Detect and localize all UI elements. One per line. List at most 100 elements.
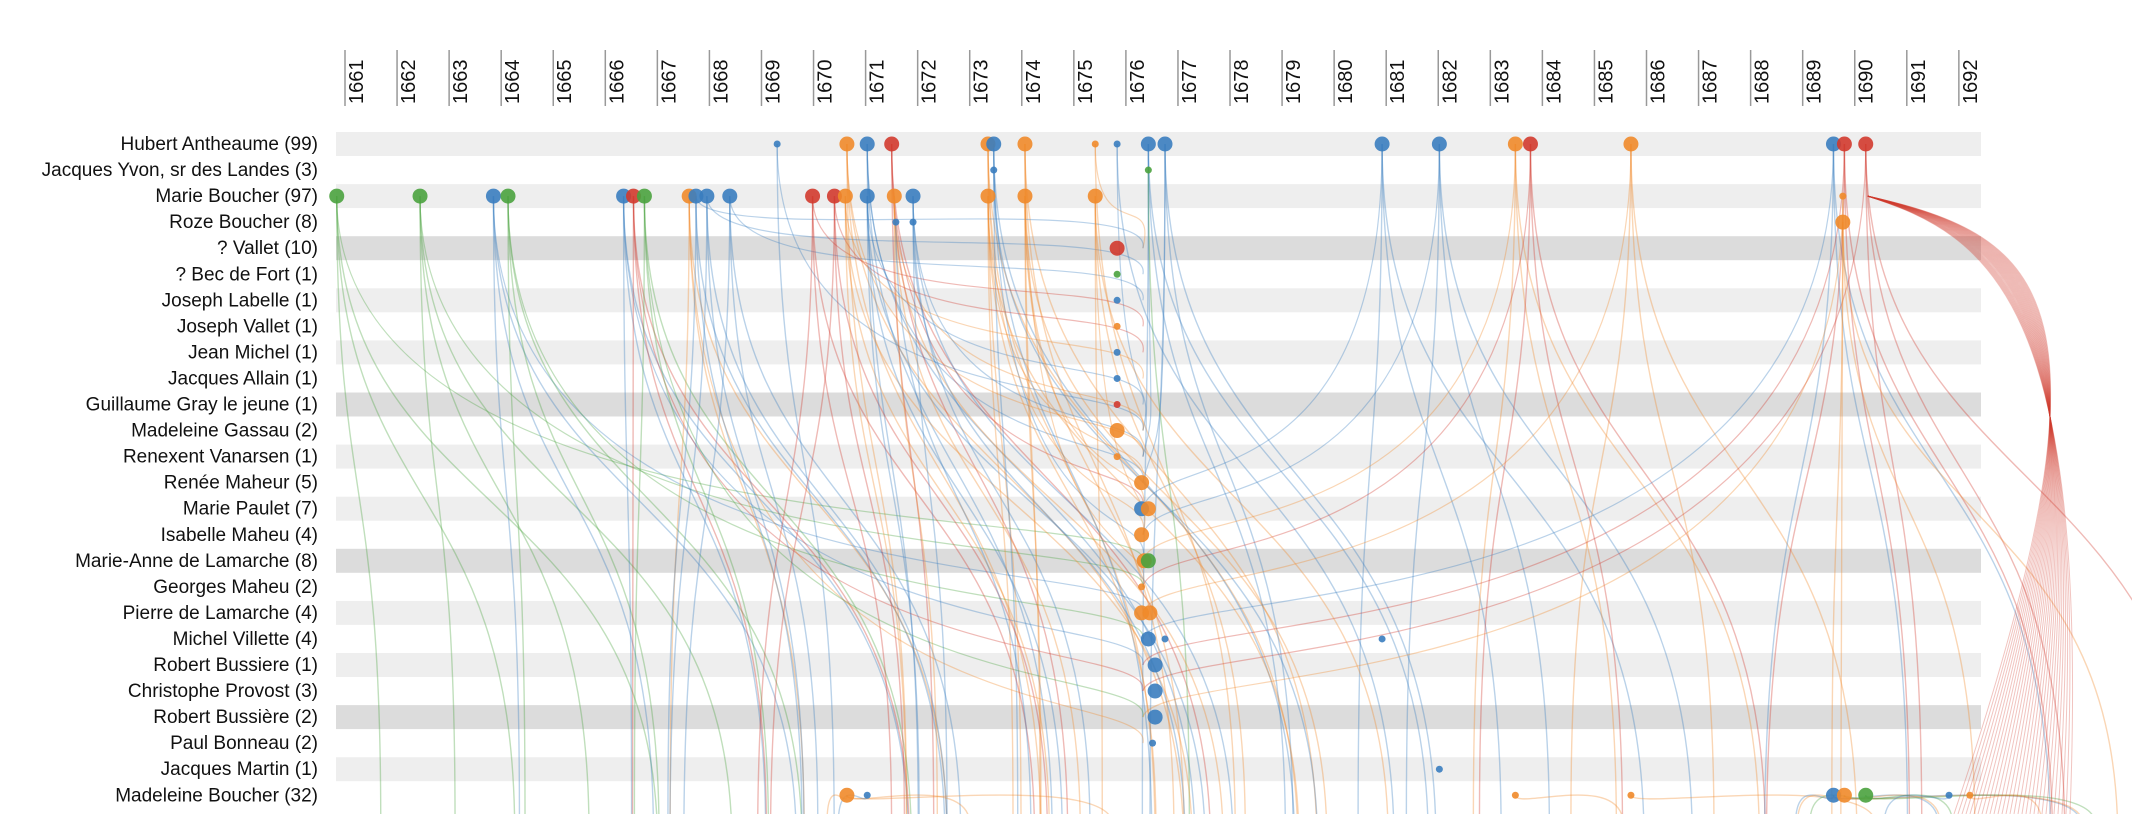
link [1142, 143, 1383, 509]
link [1867, 195, 2052, 814]
link [811, 196, 1144, 327]
link [893, 196, 938, 814]
link [1867, 195, 2057, 814]
link [993, 170, 1318, 814]
link [1094, 143, 1236, 814]
event-dot [1147, 709, 1163, 725]
link [912, 222, 1186, 814]
link [695, 196, 803, 814]
link [846, 143, 1184, 814]
event-dot [1144, 166, 1152, 174]
link [492, 196, 797, 814]
event-dot [1140, 136, 1156, 152]
link [1472, 143, 1517, 814]
event-dot [699, 188, 715, 204]
event-dot [1858, 787, 1874, 803]
event-dot [1966, 791, 1974, 799]
link [1867, 195, 2051, 814]
year-label: 1674 [1023, 60, 1045, 105]
link [1024, 143, 1041, 814]
event-dot [1149, 739, 1157, 747]
link [1867, 195, 2061, 814]
link [1867, 195, 2073, 814]
link [912, 196, 1144, 457]
event-dot [1113, 453, 1121, 461]
event-dot [1511, 791, 1519, 799]
link [688, 196, 1144, 744]
link [987, 196, 1014, 814]
link [1529, 143, 1624, 814]
link [912, 196, 1091, 814]
event-dot [1113, 348, 1121, 356]
link [1867, 195, 2051, 814]
link [1164, 143, 1437, 814]
year-label: 1668 [710, 60, 732, 105]
link [776, 143, 835, 814]
link [811, 196, 1035, 814]
links [336, 143, 2132, 814]
person-name: Isabelle Maheu (4) [161, 525, 318, 546]
link [1867, 195, 2056, 814]
event-dot [1147, 657, 1163, 673]
link [1843, 794, 2080, 814]
year-label: 1685 [1595, 60, 1617, 105]
link [890, 143, 935, 814]
year-label: 1690 [1856, 60, 1878, 105]
link [1381, 143, 1645, 814]
link [419, 196, 456, 814]
link [993, 143, 1153, 814]
event-dot [1945, 791, 1953, 799]
link [632, 196, 1144, 692]
event-dot [1113, 322, 1121, 330]
link [866, 196, 1144, 405]
year-label: 1677 [1179, 60, 1201, 105]
link [1867, 195, 2056, 814]
event-dot [905, 188, 921, 204]
link [1867, 195, 2051, 814]
link [1438, 143, 1693, 814]
row-bands [336, 132, 1981, 782]
row-band [336, 444, 1981, 469]
person-name: Marie Boucher (97) [155, 186, 318, 207]
event-dot [859, 136, 875, 152]
link [1865, 794, 2093, 814]
link [1024, 143, 1317, 814]
event-dot [1157, 136, 1173, 152]
link [419, 196, 1144, 587]
link [1094, 196, 1246, 814]
link [622, 196, 767, 814]
link [1832, 143, 2051, 814]
event-dot [688, 188, 704, 204]
link [1142, 143, 1845, 666]
link [507, 196, 660, 814]
link [1867, 195, 2052, 814]
event-dot [1142, 605, 1158, 621]
link [846, 143, 908, 814]
link [622, 196, 909, 814]
link [1570, 143, 1632, 814]
link [1514, 794, 1623, 814]
event-dot [1113, 140, 1121, 148]
event-dot [1378, 635, 1386, 643]
link [1024, 196, 1185, 814]
row-band [336, 184, 1981, 209]
link [1867, 195, 2063, 814]
link [631, 196, 635, 814]
year-label: 1672 [919, 60, 941, 105]
link [622, 196, 1144, 666]
event-dot [1140, 631, 1156, 647]
link [844, 196, 908, 814]
event-dot [1140, 501, 1156, 517]
link [336, 196, 516, 814]
link [688, 196, 948, 814]
people-labels: Hubert Antheaume (99) Jacques Yvon, sr de… [42, 134, 318, 806]
link [895, 222, 1032, 814]
link [1514, 143, 1617, 814]
event-dot [329, 188, 345, 204]
row-band [336, 548, 1981, 573]
event-dot [986, 136, 1002, 152]
link [1630, 794, 1872, 814]
year-label: 1663 [450, 60, 472, 105]
link [866, 143, 919, 814]
